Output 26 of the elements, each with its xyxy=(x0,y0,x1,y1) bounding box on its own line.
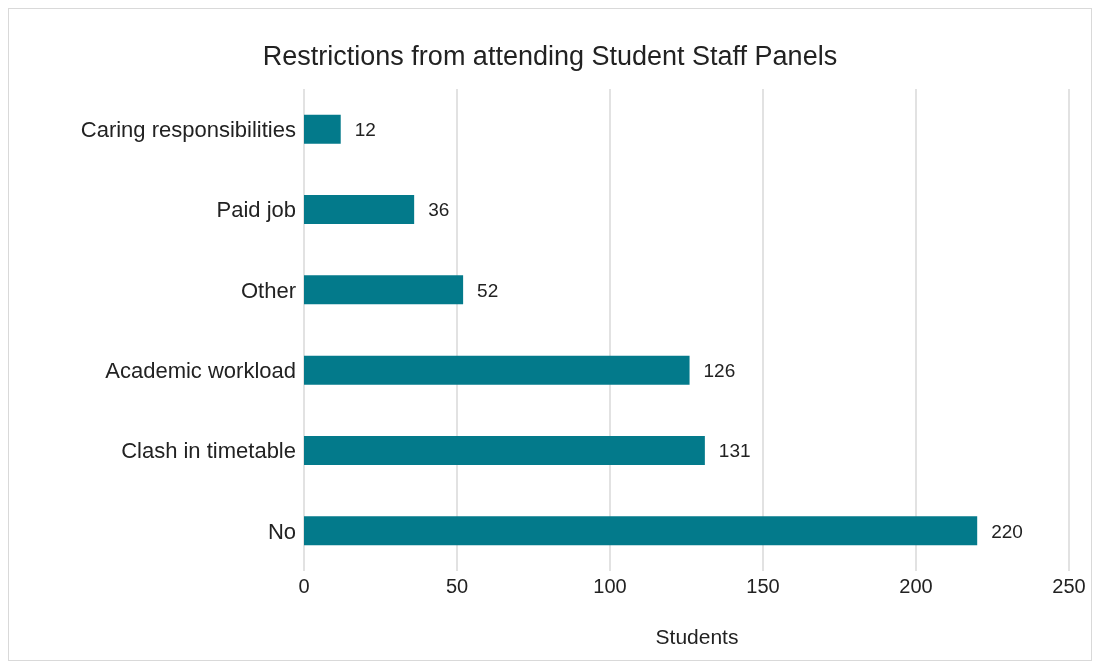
x-tick-label: 200 xyxy=(899,575,933,598)
y-tick-label: Paid job xyxy=(216,197,296,223)
bar xyxy=(304,275,464,305)
data-label: 220 xyxy=(991,520,1023,542)
y-tick-label: Caring responsibilities xyxy=(80,116,296,142)
x-tick-label: 150 xyxy=(746,575,780,598)
chart-title: Restrictions from attending Student Staff Panels xyxy=(261,41,839,73)
data-label: 12 xyxy=(354,118,376,140)
x-tick-label: 50 xyxy=(445,575,469,598)
bar xyxy=(304,355,690,385)
data-label: 52 xyxy=(477,279,499,301)
y-tick-label: Other xyxy=(240,277,296,303)
y-tick-label: Clash in timetable xyxy=(121,438,296,464)
bar xyxy=(304,114,341,144)
x-tick-label: 0 xyxy=(298,575,310,598)
bar xyxy=(304,195,415,225)
x-axis-title: Students xyxy=(654,625,740,649)
x-tick-label: 100 xyxy=(593,575,627,598)
data-label: 126 xyxy=(703,359,736,381)
y-tick-label: No xyxy=(267,518,296,544)
data-label: 36 xyxy=(428,199,450,221)
bar xyxy=(304,436,705,466)
x-tick-label: 250 xyxy=(1052,575,1086,598)
data-label: 131 xyxy=(718,440,751,462)
bar xyxy=(304,516,978,546)
y-tick-label: Academic workload xyxy=(105,357,296,383)
